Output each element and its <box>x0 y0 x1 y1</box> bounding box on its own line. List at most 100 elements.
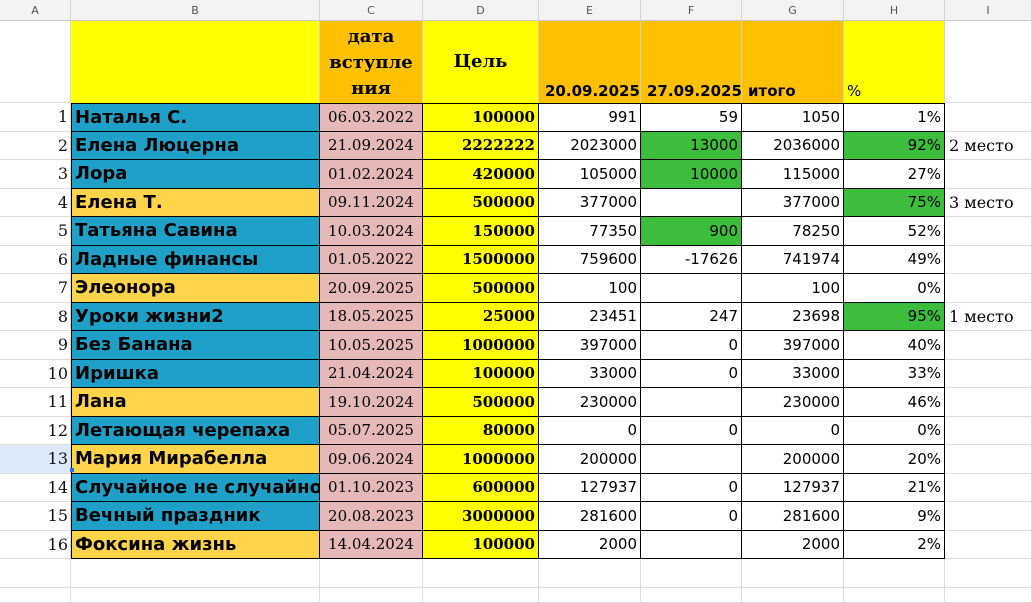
total-amount[interactable]: 741974 <box>742 245 844 274</box>
header-a-cell[interactable] <box>0 21 71 103</box>
empty-cell[interactable] <box>71 587 320 603</box>
amount-date-1[interactable]: 2023000 <box>539 131 641 160</box>
amount-date-2[interactable]: 59 <box>641 103 742 132</box>
amount-date-2[interactable] <box>641 188 742 217</box>
row-number[interactable]: 9 <box>0 331 71 360</box>
total-amount[interactable]: 377000 <box>742 188 844 217</box>
header-i-cell[interactable] <box>945 21 1032 103</box>
percent-complete[interactable]: 33% <box>844 359 945 388</box>
empty-cell[interactable] <box>320 587 423 603</box>
column-header-d[interactable]: D <box>423 0 539 21</box>
row-number[interactable]: 2 <box>0 131 71 160</box>
amount-date-1[interactable]: 23451 <box>539 302 641 331</box>
percent-complete[interactable]: 52% <box>844 217 945 246</box>
amount-date-2[interactable]: 10000 <box>641 160 742 189</box>
goal-value[interactable]: 2222222 <box>423 131 539 160</box>
column-header-e[interactable]: E <box>539 0 641 21</box>
total-amount[interactable]: 127937 <box>742 473 844 502</box>
total-amount[interactable]: 115000 <box>742 160 844 189</box>
empty-cell[interactable] <box>844 587 945 603</box>
join-date[interactable]: 09.11.2024 <box>320 188 423 217</box>
row-number[interactable]: 6 <box>0 245 71 274</box>
place-label[interactable] <box>945 245 1032 274</box>
row-number[interactable]: 15 <box>0 502 71 531</box>
empty-cell[interactable] <box>844 559 945 588</box>
amount-date-2[interactable]: 247 <box>641 302 742 331</box>
join-date[interactable]: 20.08.2023 <box>320 502 423 531</box>
percent-complete[interactable]: 49% <box>844 245 945 274</box>
empty-cell[interactable] <box>320 559 423 588</box>
goal-value[interactable]: 150000 <box>423 217 539 246</box>
empty-cell[interactable] <box>641 559 742 588</box>
empty-cell[interactable] <box>945 559 1032 588</box>
join-date[interactable]: 19.10.2024 <box>320 388 423 417</box>
place-label[interactable]: 1 место <box>945 302 1032 331</box>
column-header-f[interactable]: F <box>641 0 742 21</box>
row-number[interactable]: 5 <box>0 217 71 246</box>
participant-name[interactable]: Лана <box>71 388 320 417</box>
participant-name[interactable]: Вечный праздник <box>71 502 320 531</box>
join-date[interactable]: 10.03.2024 <box>320 217 423 246</box>
place-label[interactable] <box>945 160 1032 189</box>
participant-name[interactable]: Элеонора <box>71 274 320 303</box>
row-number[interactable]: 4 <box>0 188 71 217</box>
row-number[interactable]: 10 <box>0 359 71 388</box>
percent-complete[interactable]: 9% <box>844 502 945 531</box>
goal-value[interactable]: 100000 <box>423 530 539 559</box>
empty-cell[interactable] <box>539 587 641 603</box>
row-number[interactable]: 7 <box>0 274 71 303</box>
amount-date-2[interactable]: 0 <box>641 473 742 502</box>
amount-date-2[interactable] <box>641 388 742 417</box>
join-date[interactable]: 01.10.2023 <box>320 473 423 502</box>
row-number[interactable]: 16 <box>0 530 71 559</box>
header-d-cell[interactable]: Цель <box>423 21 539 103</box>
goal-value[interactable]: 500000 <box>423 388 539 417</box>
join-date[interactable]: 09.06.2024 <box>320 445 423 474</box>
goal-value[interactable]: 1000000 <box>423 331 539 360</box>
column-header-c[interactable]: C <box>320 0 423 21</box>
place-label[interactable] <box>945 331 1032 360</box>
goal-value[interactable]: 420000 <box>423 160 539 189</box>
amount-date-1[interactable]: 2000 <box>539 530 641 559</box>
percent-complete[interactable]: 75% <box>844 188 945 217</box>
goal-value[interactable]: 1500000 <box>423 245 539 274</box>
goal-value[interactable]: 3000000 <box>423 502 539 531</box>
amount-date-2[interactable]: -17626 <box>641 245 742 274</box>
goal-value[interactable]: 500000 <box>423 274 539 303</box>
participant-name[interactable]: Случайное не случайно <box>71 473 320 502</box>
amount-date-1[interactable]: 127937 <box>539 473 641 502</box>
column-header-h[interactable]: H <box>844 0 945 21</box>
percent-complete[interactable]: 46% <box>844 388 945 417</box>
total-amount[interactable]: 100 <box>742 274 844 303</box>
amount-date-1[interactable]: 281600 <box>539 502 641 531</box>
percent-complete[interactable]: 40% <box>844 331 945 360</box>
goal-value[interactable]: 500000 <box>423 188 539 217</box>
amount-date-1[interactable]: 33000 <box>539 359 641 388</box>
empty-cell[interactable] <box>0 559 71 588</box>
row-number[interactable]: 1 <box>0 103 71 132</box>
empty-cell[interactable] <box>423 559 539 588</box>
empty-cell[interactable] <box>71 559 320 588</box>
total-amount[interactable]: 1050 <box>742 103 844 132</box>
total-amount[interactable]: 281600 <box>742 502 844 531</box>
join-date[interactable]: 18.05.2025 <box>320 302 423 331</box>
amount-date-2[interactable]: 0 <box>641 416 742 445</box>
participant-name[interactable]: Наталья С. <box>71 103 320 132</box>
empty-cell[interactable] <box>945 587 1032 603</box>
place-label[interactable] <box>945 530 1032 559</box>
amount-date-2[interactable] <box>641 274 742 303</box>
participant-name[interactable]: Елена Люцерна <box>71 131 320 160</box>
amount-date-1[interactable]: 230000 <box>539 388 641 417</box>
amount-date-2[interactable]: 0 <box>641 331 742 360</box>
percent-complete[interactable]: 20% <box>844 445 945 474</box>
header-b-cell[interactable] <box>71 21 320 103</box>
total-amount[interactable]: 23698 <box>742 302 844 331</box>
header-f-cell[interactable]: 27.09.2025 <box>641 21 742 103</box>
total-amount[interactable]: 2036000 <box>742 131 844 160</box>
join-date[interactable]: 01.02.2024 <box>320 160 423 189</box>
header-h-cell[interactable]: % <box>844 21 945 103</box>
row-number[interactable]: 13 <box>0 445 71 474</box>
join-date[interactable]: 14.04.2024 <box>320 530 423 559</box>
percent-complete[interactable]: 1% <box>844 103 945 132</box>
percent-complete[interactable]: 27% <box>844 160 945 189</box>
